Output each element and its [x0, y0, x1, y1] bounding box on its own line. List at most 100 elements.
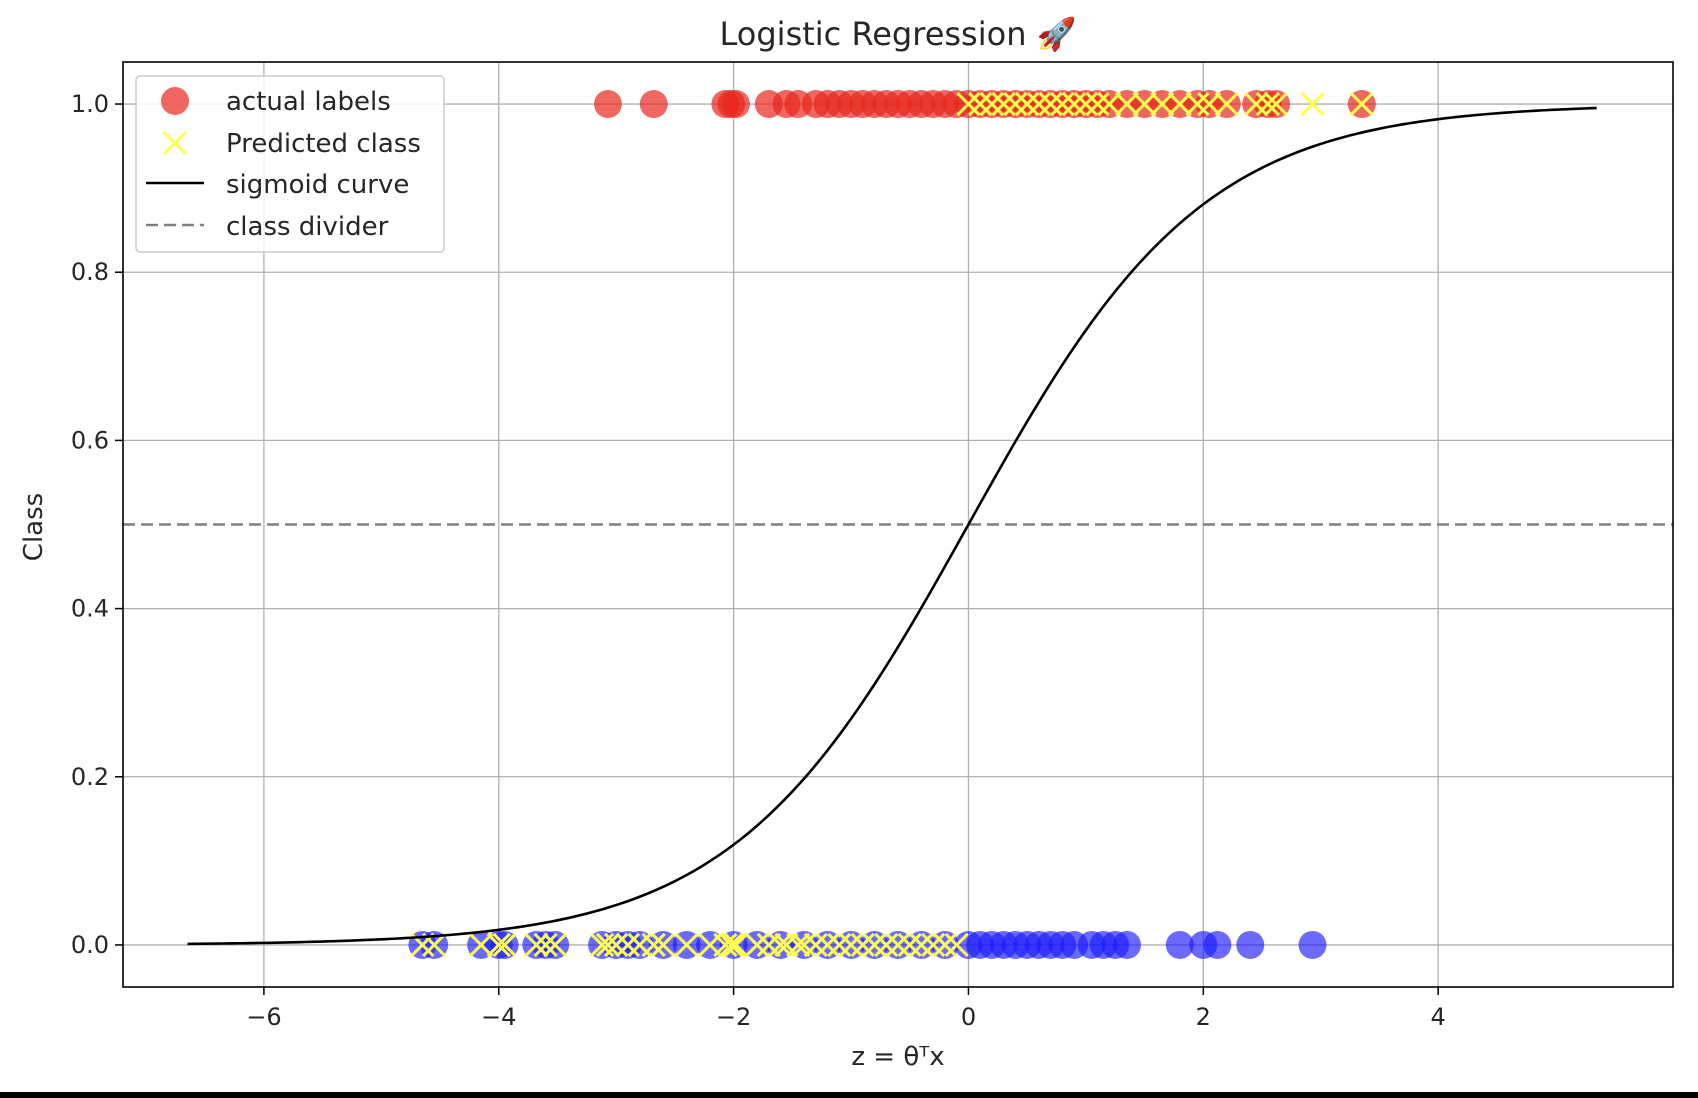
predicted-marker	[721, 932, 746, 958]
x-axis-label: z = θᵀx	[851, 1042, 944, 1072]
predicted-marker	[1255, 91, 1280, 117]
predicted-marker	[850, 932, 875, 958]
predicted-marker-stroke	[827, 932, 852, 958]
predicted-marker	[1167, 91, 1192, 117]
predicted-marker-stroke	[838, 932, 864, 958]
actual-point-class0	[1112, 930, 1141, 959]
predicted-marker	[1038, 91, 1063, 117]
predicted-marker-stroke	[786, 932, 811, 958]
predicted-marker-stroke	[615, 932, 640, 958]
predicted-marker-stroke	[1255, 91, 1280, 117]
predicted-marker-stroke	[533, 932, 558, 958]
actual-point-class0	[1236, 930, 1265, 959]
predicted-marker-stroke	[469, 932, 494, 958]
predicted-marker	[909, 932, 934, 958]
predicted-marker	[944, 932, 969, 958]
predicted-marker-stroke	[674, 932, 699, 958]
predicted-marker	[492, 932, 517, 958]
predicted-marker	[1150, 91, 1175, 117]
predicted-marker	[674, 932, 699, 958]
predicted-marker-stroke	[768, 932, 793, 958]
grid	[123, 62, 1673, 987]
predicted-marker	[1026, 91, 1051, 117]
actual-point-class1	[639, 90, 668, 119]
predicted-marker-stroke	[595, 932, 621, 958]
x-tick-label: −4	[481, 1003, 516, 1031]
predicted-marker	[956, 91, 981, 117]
predicted-marker-stroke	[944, 932, 969, 958]
predicted-marker-stroke	[651, 932, 676, 958]
predicted-marker-stroke	[641, 932, 666, 958]
predicted-marker-stroke	[1062, 91, 1087, 117]
predicted-marker	[1185, 91, 1210, 117]
predicted-marker	[885, 932, 911, 958]
legend-label-sigmoid: sigmoid curve	[226, 170, 409, 200]
legend-label-actual: actual labels	[226, 87, 391, 117]
predicted-marker	[991, 91, 1016, 117]
predicted-marker	[862, 932, 887, 958]
predicted-marker	[524, 932, 549, 958]
predicted-marker-stroke	[1132, 91, 1157, 117]
predicted-marker-stroke	[956, 91, 981, 117]
predicted-marker-stroke	[745, 932, 770, 958]
predicted-marker-stroke	[486, 932, 511, 958]
predicted-marker	[1050, 91, 1075, 117]
predicted-marker-stroke	[422, 932, 447, 958]
y-tick-label: 0.2	[71, 763, 109, 791]
predicted-marker	[713, 932, 738, 958]
predicted-marker	[1197, 91, 1222, 117]
predicted-marker-stroke	[774, 932, 799, 958]
predicted-marker	[1349, 91, 1374, 117]
predicted-marker-stroke	[1085, 91, 1110, 117]
predicted-marker	[1003, 91, 1028, 117]
predicted-marker	[1097, 91, 1122, 117]
predicted-marker-stroke	[815, 932, 840, 958]
predicted-marker	[1264, 91, 1289, 117]
legend-label-predicted: Predicted class	[226, 129, 421, 159]
predicted-marker	[786, 932, 811, 958]
predicted-marker-stroke	[604, 932, 629, 958]
predicted-marker	[1085, 91, 1110, 117]
predicted-marker-stroke	[1003, 91, 1028, 117]
predicted-marker	[1244, 91, 1269, 117]
predicted-marker	[486, 932, 511, 958]
predicted-marker	[1300, 91, 1325, 117]
x-tick-label: 4	[1431, 1003, 1446, 1031]
predicted-marker	[469, 932, 494, 958]
predicted-marker-stroke	[1026, 91, 1051, 117]
predicted-marker-stroke	[1264, 91, 1289, 117]
predicted-marker	[774, 932, 799, 958]
predicted-marker-stroke	[803, 932, 828, 958]
predicted-marker	[979, 91, 1005, 117]
predicted-marker-stroke	[862, 932, 887, 958]
predicted-marker-stroke	[979, 91, 1005, 117]
plot-frame	[122, 61, 1674, 988]
predicted-marker	[838, 932, 864, 958]
predicted-marker	[921, 932, 946, 958]
x-tick-label: 2	[1196, 1003, 1211, 1031]
predicted-marker-stroke	[1050, 91, 1075, 117]
predicted-marker-stroke	[1197, 91, 1222, 117]
predicted-marker-stroke	[850, 932, 875, 958]
x-tick-label: −2	[716, 1003, 751, 1031]
predicted-marker	[604, 932, 629, 958]
legend-swatch-predicted	[162, 130, 188, 156]
predicted-marker-stroke	[897, 932, 922, 958]
x-tick-label: −6	[246, 1003, 281, 1031]
legend-swatch-actual	[161, 87, 189, 115]
actual-point-class0	[1165, 930, 1194, 959]
predicted-marker	[897, 932, 922, 958]
legend-box	[135, 75, 445, 253]
predicted-marker-stroke	[991, 91, 1016, 117]
predicted-marker-stroke	[885, 932, 911, 958]
predicted-marker-stroke	[874, 932, 899, 958]
predicted-marker-stroke	[524, 932, 549, 958]
y-tick-label: 0.8	[71, 258, 109, 286]
predicted-marker-stroke	[921, 932, 946, 958]
predicted-marker-stroke	[721, 932, 746, 958]
y-axis-ticks: 0.0 0.2 0.4 0.6 0.8 1.0	[71, 90, 123, 959]
predicted-marker	[827, 932, 852, 958]
predicted-marker	[874, 932, 899, 958]
predicted-marker-stroke	[1244, 91, 1269, 117]
